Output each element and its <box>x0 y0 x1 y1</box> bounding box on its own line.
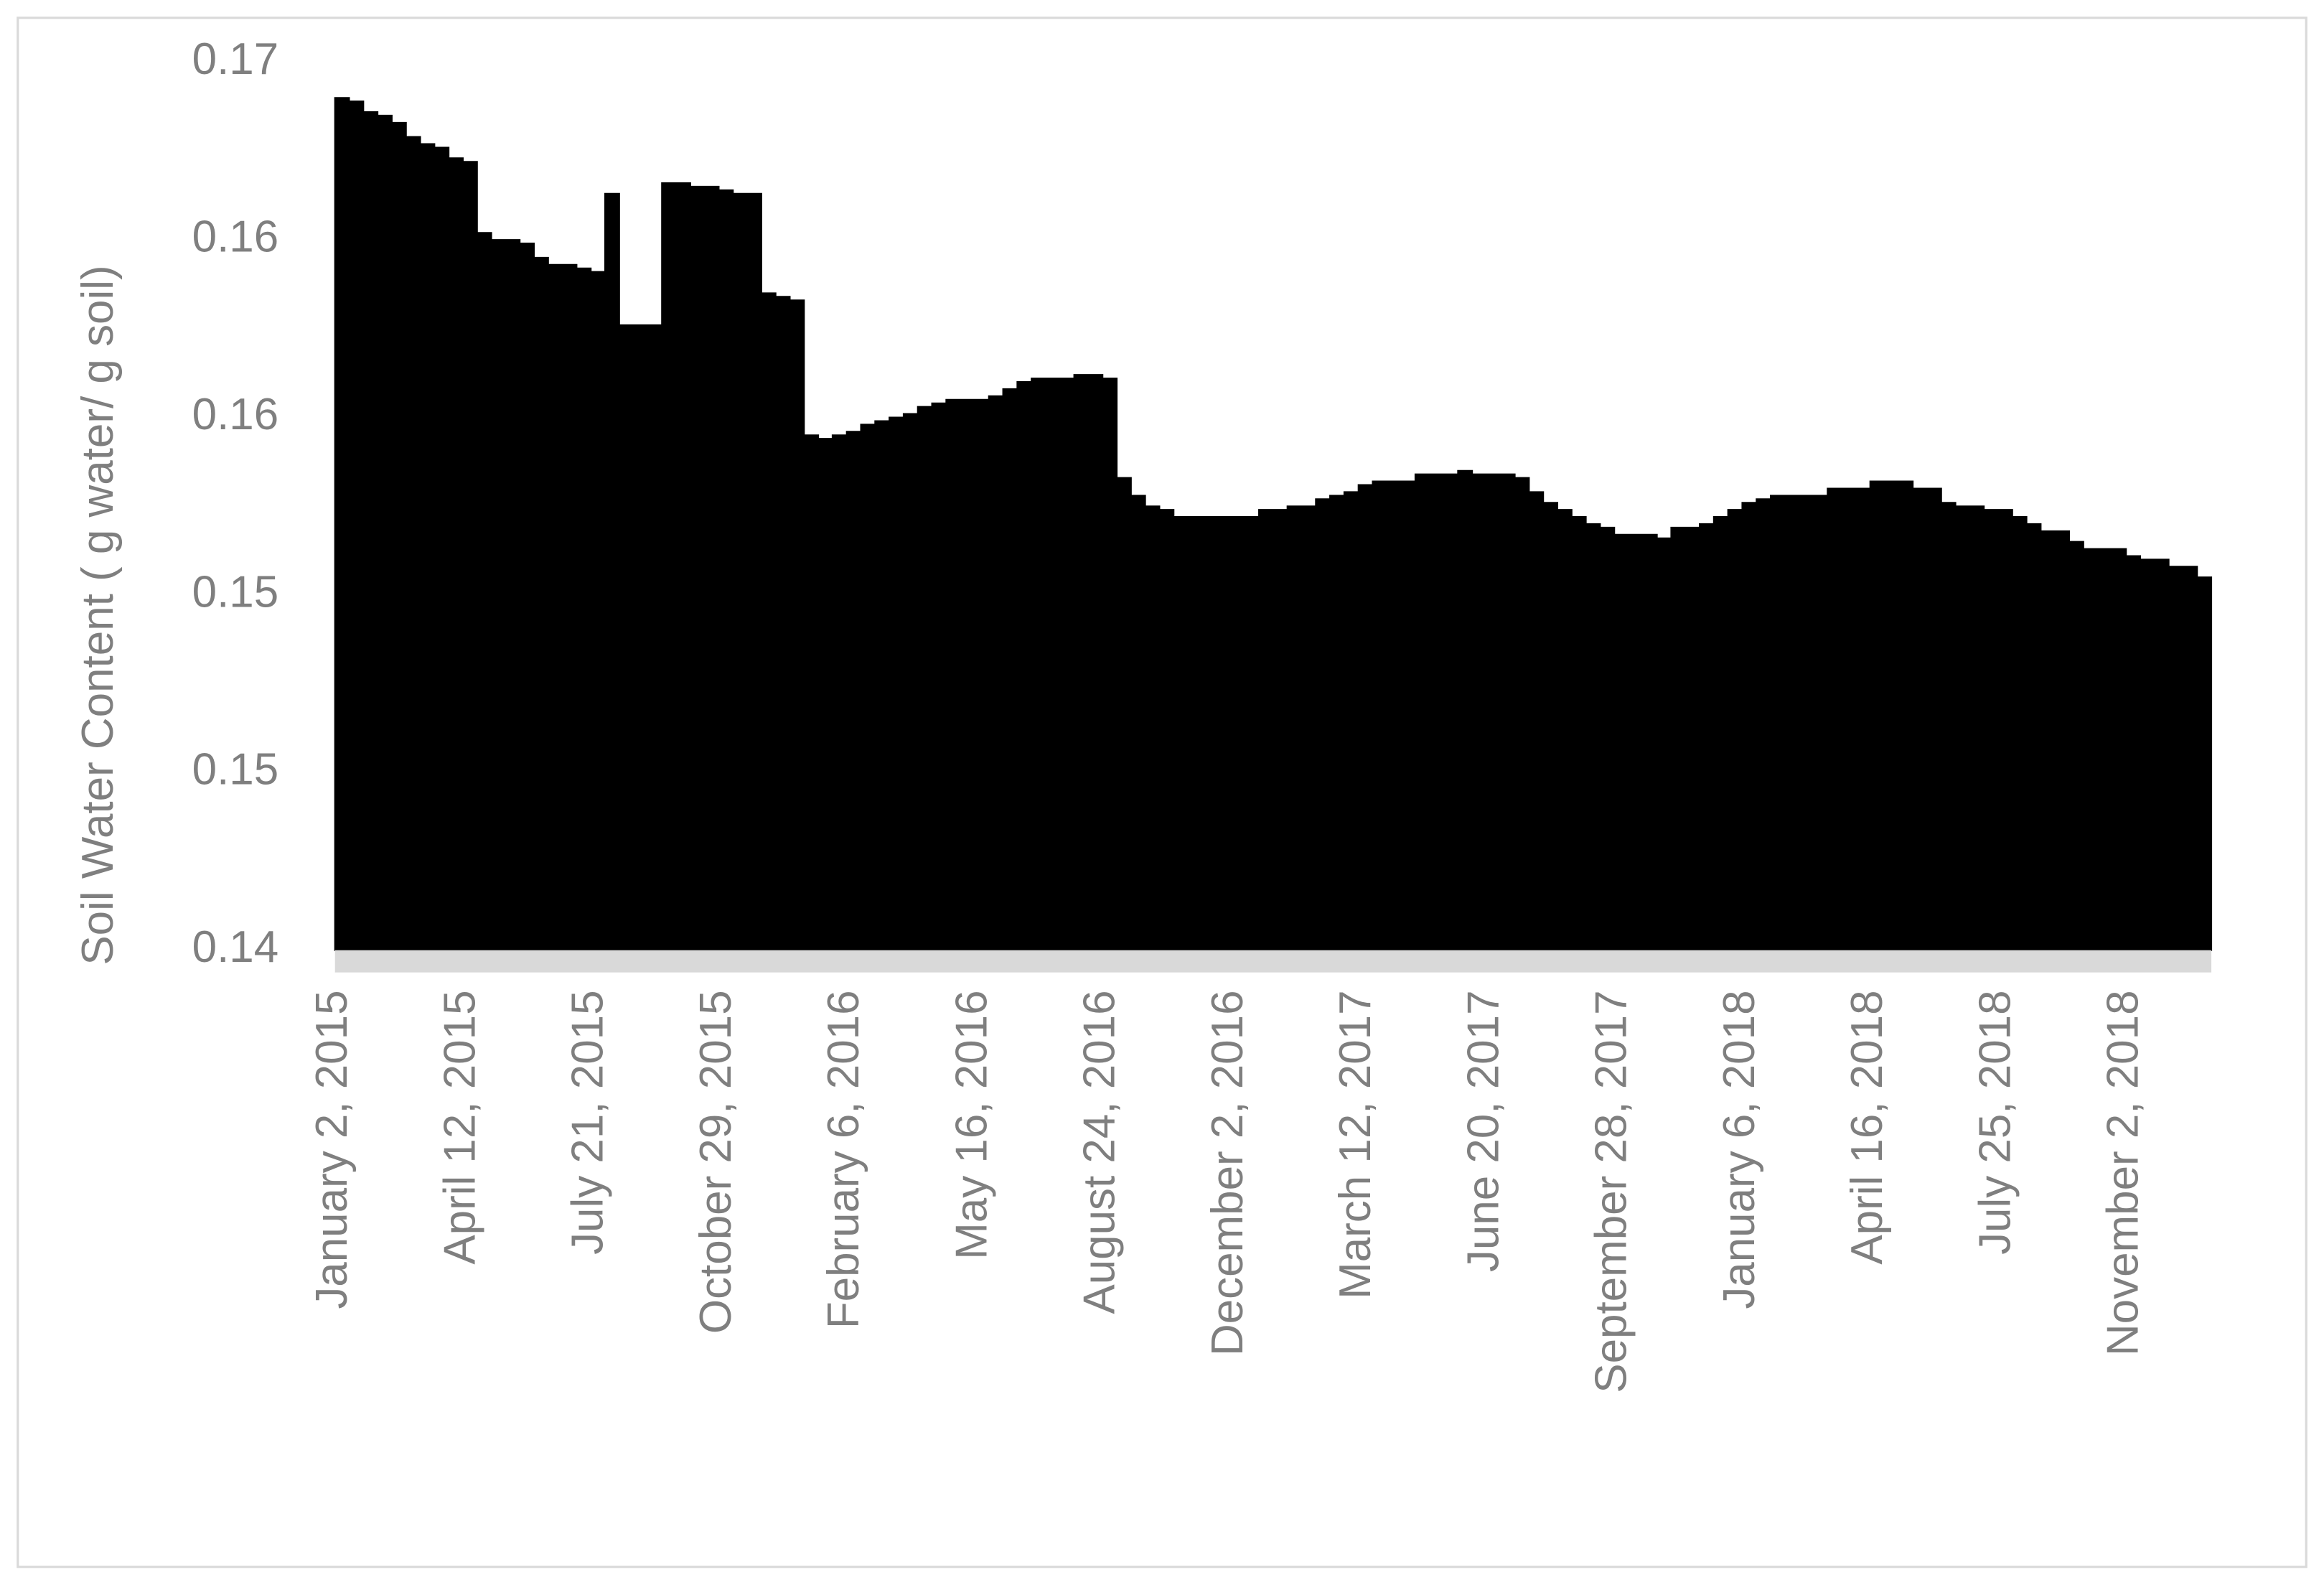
x-tick-label: April 12, 2015 <box>435 990 484 1264</box>
x-tick-label: April 16, 2018 <box>1842 990 1892 1264</box>
x-tick-label: January 6, 2018 <box>1715 990 1764 1309</box>
x-tick-label: May 16, 2016 <box>947 990 996 1259</box>
x-tick-label: October 29, 2015 <box>691 990 741 1334</box>
x-tick-label: January 2, 2015 <box>307 990 357 1309</box>
x-tick-label: December 2, 2016 <box>1203 990 1252 1356</box>
x-tick-label: June 20, 2017 <box>1458 990 1508 1272</box>
x-tick-label: July 21, 2015 <box>563 990 613 1254</box>
y-axis-title: Soil Water Content ( g water/ g soil) <box>73 265 123 965</box>
y-tick-label: 0.15 <box>192 745 279 795</box>
x-tick-label: September 28, 2017 <box>1587 990 1636 1393</box>
y-tick-label: 0.17 <box>192 34 279 84</box>
x-tick-label: November 2, 2018 <box>2099 990 2148 1356</box>
x-tick-label: July 25, 2018 <box>1970 990 2020 1254</box>
x-tick-label: February 6, 2016 <box>819 990 868 1329</box>
area <box>334 97 2213 951</box>
x-axis-line <box>334 950 2212 973</box>
y-tick-label: 0.16 <box>192 390 279 439</box>
y-tick-label: 0.14 <box>192 922 279 972</box>
x-tick-label: August 24, 2016 <box>1075 990 1125 1314</box>
x-tick-label: March 12, 2017 <box>1331 990 1380 1299</box>
y-tick-label: 0.16 <box>192 212 279 261</box>
y-tick-label: 0.15 <box>192 567 279 617</box>
